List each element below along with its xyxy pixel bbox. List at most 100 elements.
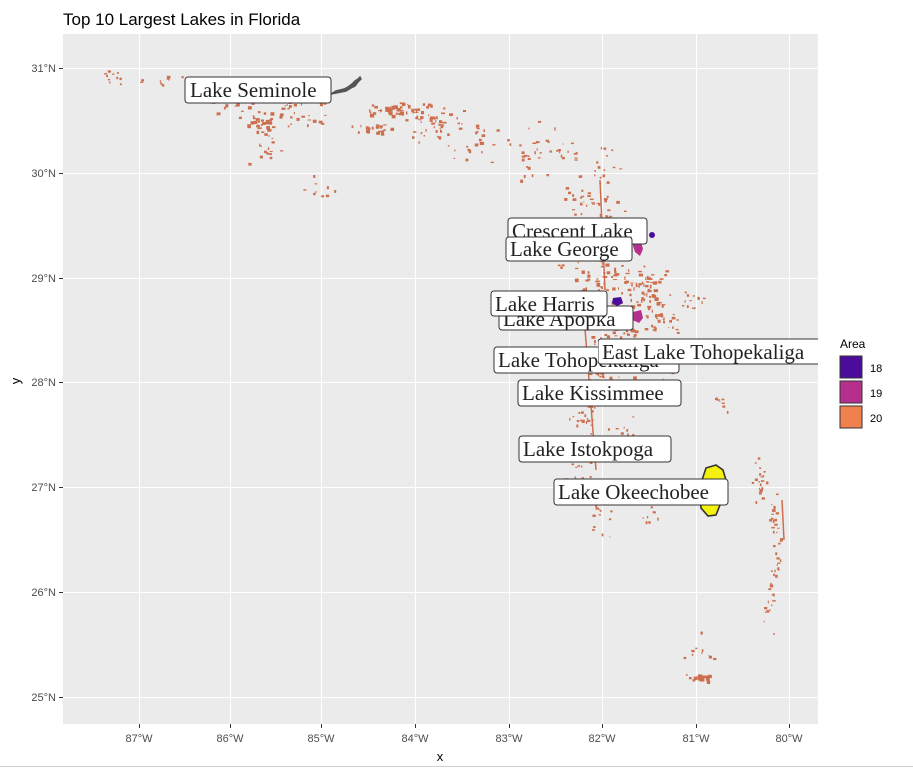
- state-lake-mark: [619, 168, 623, 170]
- state-lake-mark: [632, 433, 635, 436]
- state-lake-mark: [610, 510, 613, 513]
- state-lake-mark: [605, 215, 609, 218]
- state-lake-mark: [267, 128, 272, 132]
- state-lake-mark: [159, 80, 161, 83]
- state-lake-mark: [572, 194, 575, 197]
- state-lake-mark: [769, 519, 773, 522]
- state-lake-mark: [264, 150, 267, 154]
- state-lake-mark: [612, 166, 616, 169]
- state-lake-mark: [168, 77, 170, 81]
- state-lake-mark: [611, 276, 613, 279]
- state-lake-mark: [461, 123, 463, 125]
- state-lake-mark: [628, 269, 630, 272]
- state-lake-mark: [236, 103, 240, 107]
- state-lake-mark: [691, 307, 694, 309]
- state-lake-mark: [772, 530, 775, 534]
- y-tick-31n: 31°N: [31, 63, 56, 75]
- state-lake-mark: [545, 139, 549, 142]
- state-lake-mark: [527, 166, 531, 170]
- state-lake-mark: [574, 278, 579, 283]
- state-lake-mark: [574, 213, 577, 216]
- state-lake-mark: [603, 198, 608, 200]
- state-lake-mark: [287, 125, 290, 128]
- state-lake-mark: [483, 129, 485, 132]
- state-lake-mark: [112, 73, 115, 75]
- state-lake-mark: [376, 131, 381, 135]
- state-lake-mark: [399, 106, 403, 109]
- state-lake-mark: [608, 518, 612, 521]
- state-lake-mark: [572, 209, 576, 211]
- state-lake-mark: [313, 175, 316, 178]
- state-lake-mark: [562, 143, 564, 145]
- y-tick-26n: 26°N: [31, 587, 56, 599]
- state-lake-mark: [658, 280, 662, 284]
- state-lake-mark: [389, 108, 393, 112]
- state-lake-mark: [642, 517, 644, 519]
- state-lake-mark: [431, 116, 435, 119]
- state-lake-mark: [386, 107, 389, 110]
- state-lake-mark: [481, 151, 483, 154]
- state-lake-mark: [598, 203, 601, 206]
- state-lake-mark: [604, 334, 608, 336]
- label-lake-istokpoga: Lake Istokpoga: [518, 435, 672, 463]
- state-lake-mark: [635, 284, 638, 288]
- state-lake-mark: [247, 106, 252, 110]
- state-lake-mark: [646, 315, 649, 319]
- state-lake-mark: [600, 266, 604, 268]
- state-lake-mark: [624, 281, 628, 284]
- state-lake-mark: [381, 133, 385, 136]
- state-lake-mark: [482, 142, 485, 145]
- state-lake-mark: [614, 335, 618, 337]
- state-lake-mark: [581, 270, 585, 274]
- state-lake-mark: [600, 337, 603, 340]
- state-lake-mark: [413, 131, 417, 133]
- legend-swatch-19: [839, 380, 863, 404]
- state-lake-mark: [599, 375, 602, 378]
- state-lake-mark: [367, 126, 369, 129]
- state-lake-mark: [651, 324, 654, 328]
- state-lake-mark: [268, 121, 273, 125]
- state-lake-mark: [618, 287, 619, 290]
- state-lake-mark: [380, 126, 382, 129]
- state-lake-mark: [601, 261, 603, 266]
- state-lake-mark: [638, 270, 642, 273]
- state-lake-mark: [643, 298, 646, 302]
- x-axis: [139, 724, 790, 728]
- state-lake-mark: [646, 516, 649, 519]
- state-lake-mark: [141, 79, 145, 82]
- state-lake-mark: [647, 290, 651, 293]
- state-lake-mark: [324, 102, 327, 105]
- state-lake-mark: [399, 109, 404, 112]
- state-lake-mark: [537, 157, 541, 159]
- state-lake-mark: [643, 293, 646, 296]
- state-lake-mark: [252, 121, 256, 124]
- state-lake-mark: [405, 119, 409, 122]
- state-lake-mark: [430, 104, 433, 108]
- state-lake-mark: [665, 270, 670, 273]
- state-lake-mark: [772, 520, 775, 524]
- state-lake-mark: [663, 321, 666, 324]
- plot-panel: [63, 34, 818, 724]
- state-lake-mark: [256, 125, 260, 128]
- state-lake-mark: [416, 115, 418, 117]
- label-lake-harris: Lake Harris: [490, 290, 608, 317]
- legend-label-19: 19: [870, 388, 882, 400]
- state-lake-mark: [423, 135, 426, 137]
- state-lake-mark: [580, 213, 583, 216]
- state-lake-mark: [754, 478, 758, 481]
- state-lake-mark: [633, 287, 635, 291]
- state-lake-mark: [568, 191, 572, 195]
- state-lake-mark: [407, 105, 411, 109]
- state-lake-mark: [523, 154, 528, 157]
- legend: Area 18 19 20: [839, 337, 882, 429]
- state-lake-mark: [528, 127, 530, 130]
- state-lake-mark: [266, 152, 269, 155]
- state-lake-mark: [722, 405, 726, 408]
- state-lake-mark: [324, 114, 327, 116]
- state-lake-mark: [646, 275, 649, 280]
- state-lake-mark: [698, 674, 703, 678]
- state-lake-mark: [630, 284, 633, 287]
- state-lake-mark: [768, 588, 772, 591]
- state-lake-mark: [280, 150, 284, 152]
- state-lake-mark: [777, 567, 780, 570]
